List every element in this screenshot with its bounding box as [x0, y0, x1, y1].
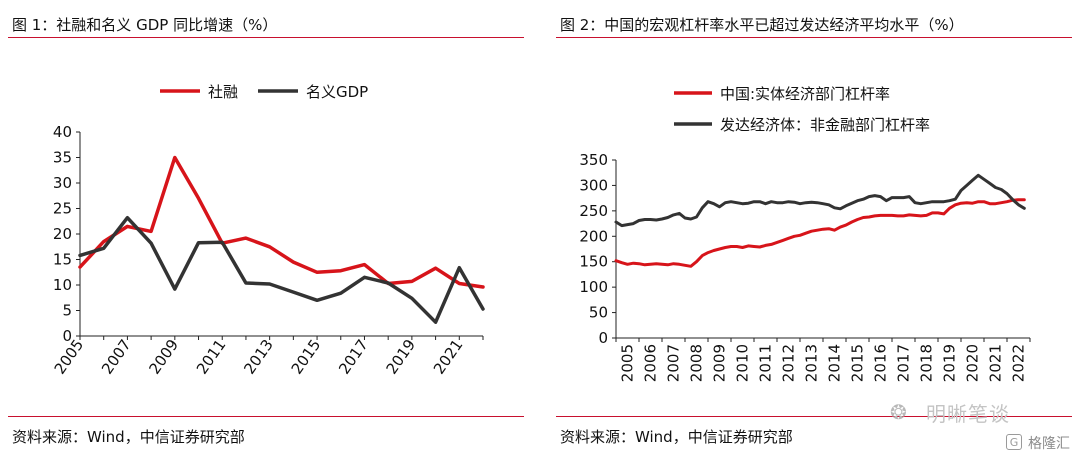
y-tick-label: 0 [598, 329, 608, 347]
series-line-1 [614, 198, 1026, 268]
x-tick-label: 2009 [711, 344, 729, 382]
x-tick-label: 2009 [145, 336, 182, 378]
series-line-1 [78, 155, 485, 289]
x-tick-label: 2007 [98, 336, 135, 378]
y-tick-label: 250 [579, 202, 608, 220]
watermark: ❂ 明晰笔谈 [890, 398, 1070, 426]
y-tick-label: 100 [579, 278, 608, 296]
series-line-2 [78, 215, 485, 324]
y-tick-label: 150 [579, 253, 608, 271]
x-tick-label: 2017 [895, 344, 913, 382]
y-tick-label: 10 [53, 276, 72, 294]
x-tick-label: 2008 [688, 344, 706, 382]
y-tick-label: 20 [53, 225, 72, 243]
x-tick-label: 2012 [780, 344, 798, 382]
x-tick-label: 2007 [665, 344, 683, 382]
y-tick-label: 40 [53, 123, 72, 141]
figure-1-bottom-rule [8, 416, 524, 417]
x-tick-label: 2022 [1010, 344, 1028, 382]
x-tick-label: 2005 [619, 344, 637, 382]
watermark-text: 明晰笔谈 [926, 402, 1010, 426]
x-tick-label: 2019 [383, 336, 420, 378]
y-tick-label: 35 [53, 149, 72, 167]
y-tick-label: 50 [589, 304, 608, 322]
figure-2-top-rule [556, 37, 1072, 38]
figure-1-panel: 图 1：社融和名义 GDP 同比增速（%） 0 5 10 15 20 25 30 35 40 20… [8, 0, 528, 459]
figure-2-title: 图 2：中国的宏观杠杆率水平已超过发达经济平均水平（%） [560, 16, 964, 34]
x-tick-label: 2017 [335, 336, 372, 378]
figure-1-top-rule [8, 37, 524, 38]
legend-label-1: 中国:实体经济部门杠杆率 [720, 85, 890, 103]
figure-2-source: 资料来源：Wind，中信证券研究部 [560, 428, 793, 446]
y-tick-label: 30 [53, 174, 72, 192]
y-tick-label: 25 [53, 200, 72, 218]
series-line-2 [614, 173, 1026, 228]
x-tick-label: 2018 [918, 344, 936, 382]
figure-2-chart: 0 50 100 150 200 250 300 350 2005 2006 2007 2008 200… [579, 85, 1031, 382]
x-tick-label: 2011 [757, 344, 775, 382]
figure-2-panel: 图 2：中国的宏观杠杆率水平已超过发达经济平均水平（%） 0 50 100 150 20… [556, 0, 1076, 459]
y-tick-label: 300 [579, 176, 608, 194]
x-tick-label: 2021 [430, 336, 467, 378]
gelonghui-logo-icon: G [1006, 434, 1022, 450]
legend-label-1: 社融 [208, 83, 238, 101]
x-tick-label: 2019 [941, 344, 959, 382]
x-tick-label: 2014 [826, 344, 844, 382]
x-tick-label: 2006 [642, 344, 660, 382]
legend-label-2: 发达经济体：非金融部门杠杆率 [720, 116, 930, 134]
x-tick-label: 2005 [51, 336, 88, 378]
x-tick-label: 2013 [240, 336, 277, 378]
x-tick-label: 2020 [964, 344, 982, 382]
x-tick-label: 2010 [734, 344, 752, 382]
figure-1-source: 资料来源：Wind，中信证券研究部 [12, 428, 245, 446]
y-tick-label: 15 [53, 251, 72, 269]
y-tick-label: 200 [579, 227, 608, 245]
y-tick-label: 0 [62, 327, 72, 345]
x-tick-label: 2016 [872, 344, 890, 382]
y-tick-label: 5 [62, 302, 72, 320]
x-tick-label: 2015 [288, 336, 325, 378]
brand-text: 格隆汇 [1028, 436, 1070, 452]
x-tick-label: 2011 [193, 336, 230, 378]
wechat-icon: ❂ [890, 400, 907, 424]
x-tick-label: 2013 [803, 344, 821, 382]
figure-1-title: 图 1：社融和名义 GDP 同比增速（%） [12, 16, 278, 34]
legend-label-2: 名义GDP [306, 83, 368, 101]
y-tick-label: 350 [579, 151, 608, 169]
figure-2-bottom-rule [556, 416, 1072, 417]
x-tick-label: 2021 [987, 344, 1005, 382]
figure-1-chart: 0 5 10 15 20 25 30 35 40 2005 2007 2009 2011 2013 2015… [51, 83, 485, 378]
x-tick-label: 2015 [849, 344, 867, 382]
